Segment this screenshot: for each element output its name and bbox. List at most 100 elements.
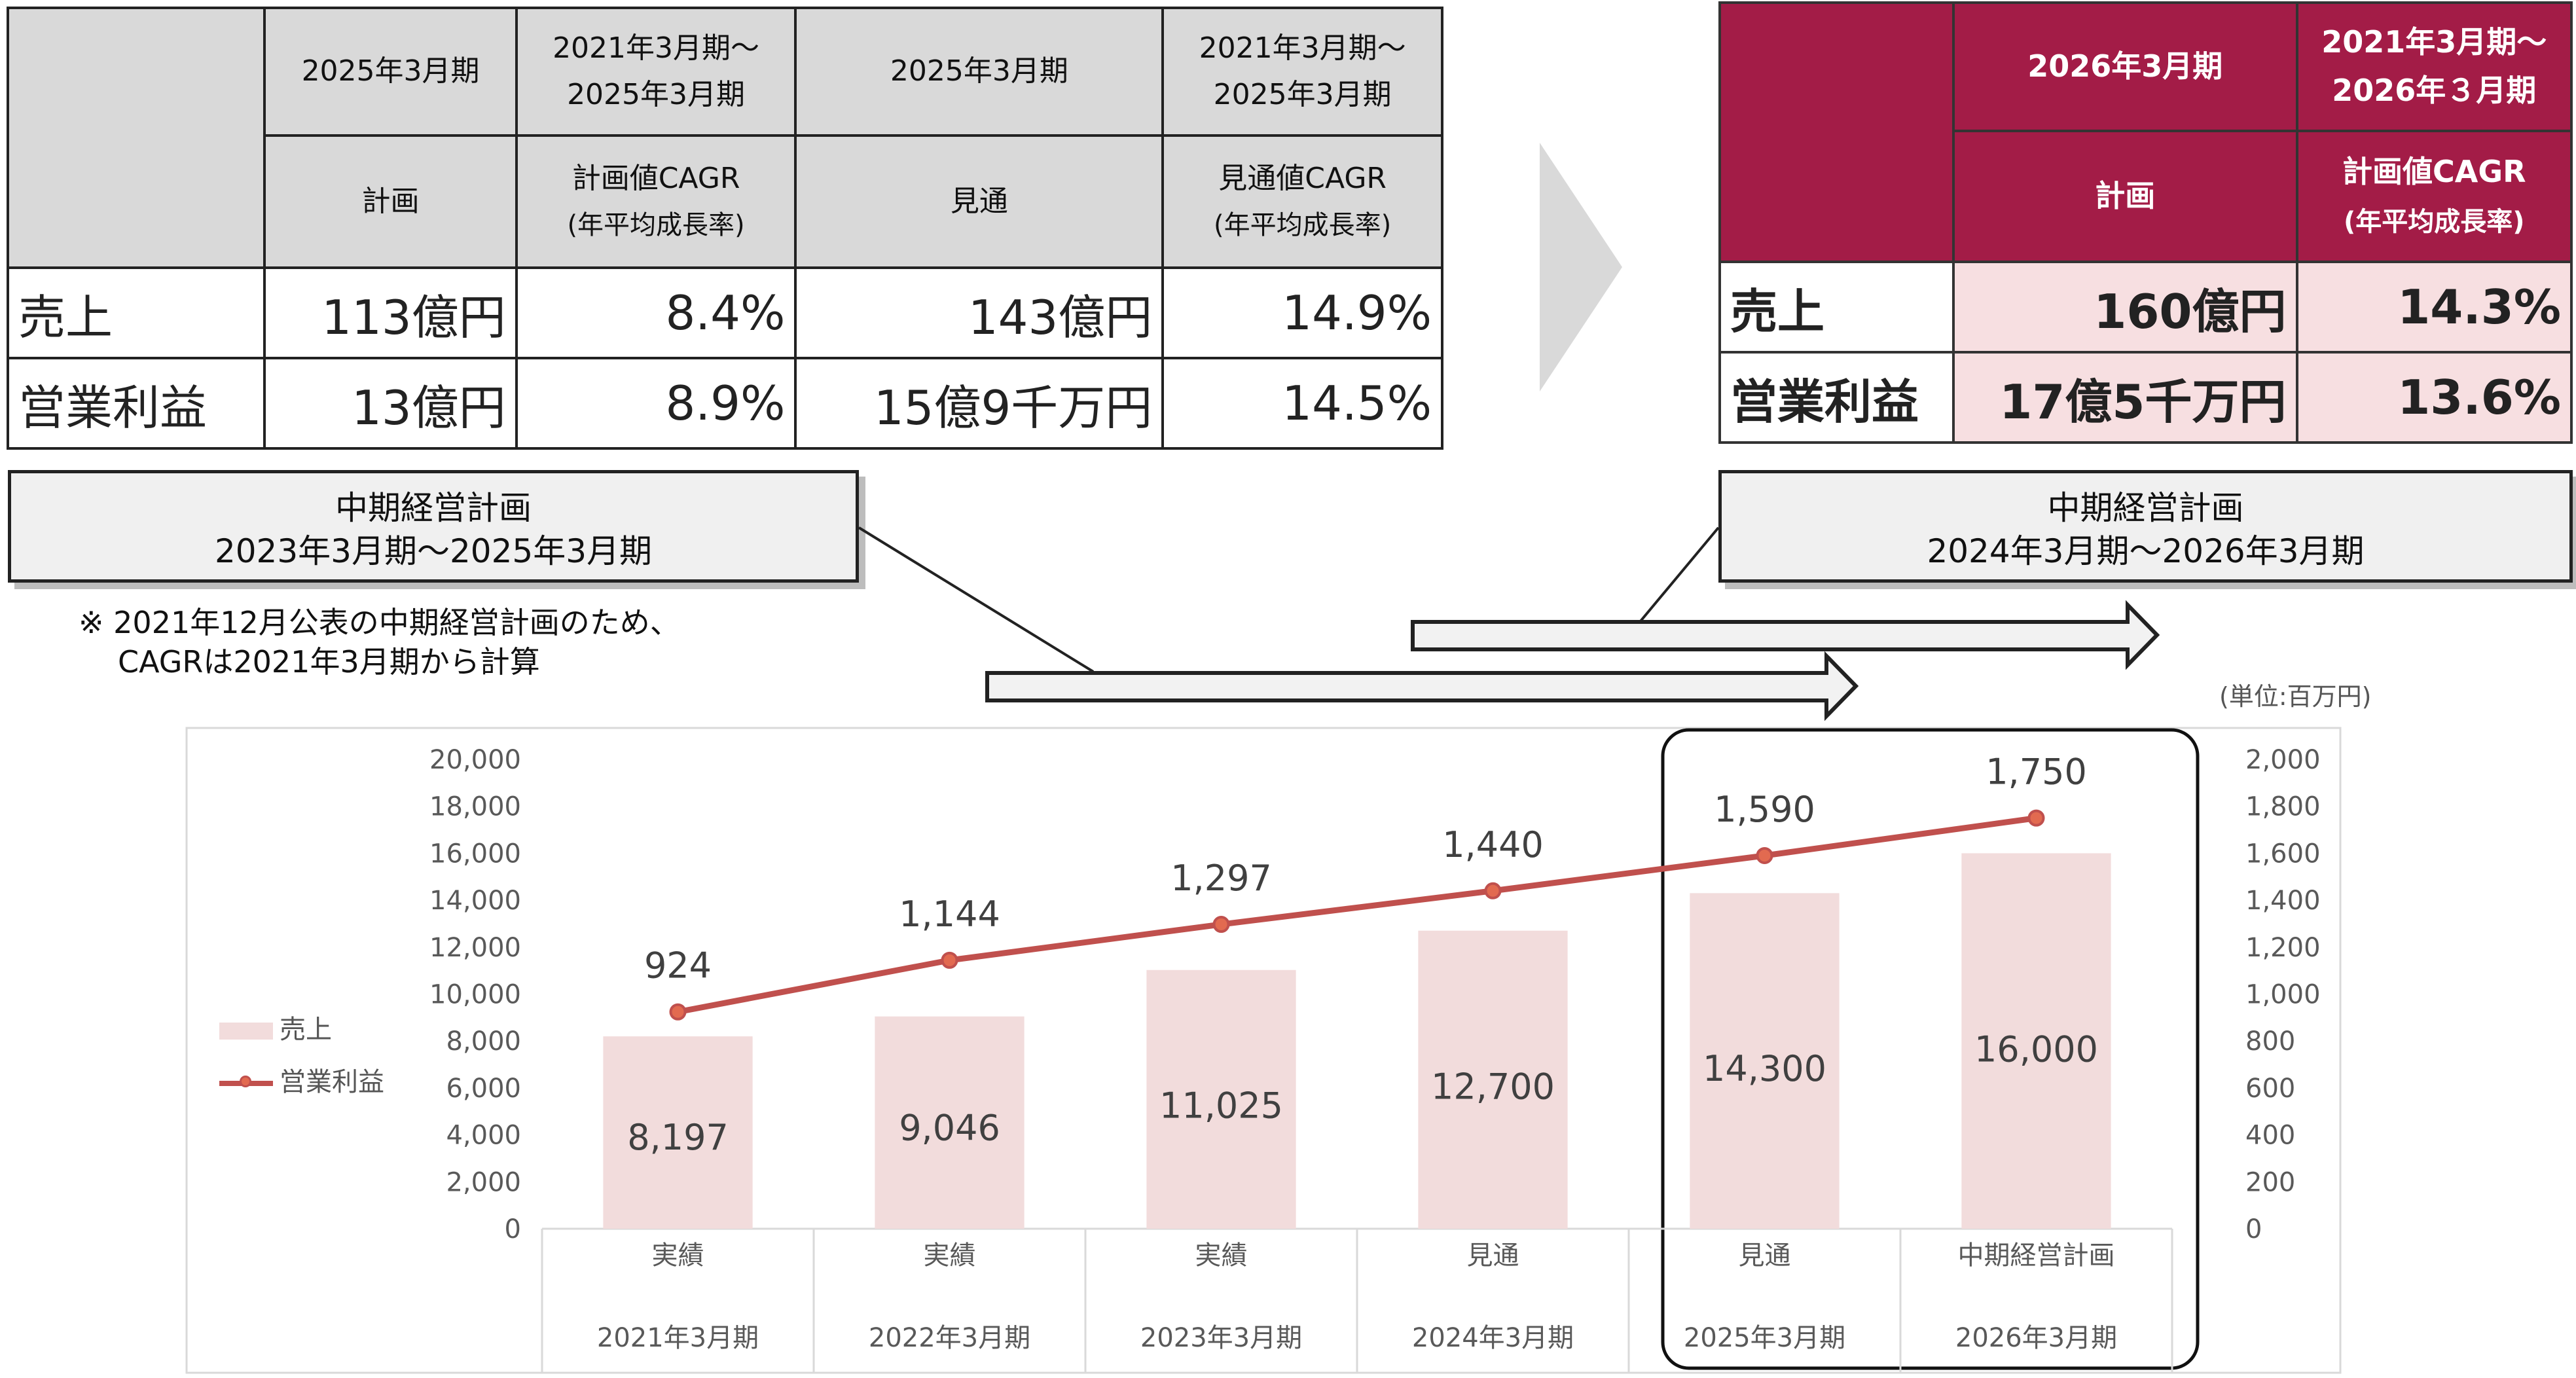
plan-box-title: 中期経営計画 bbox=[2047, 489, 2244, 527]
operating-profit-value-label: 1,590 bbox=[1714, 789, 1815, 830]
header-period: 2025年3月期 bbox=[794, 7, 1165, 137]
plan-cagr-value: 14.3% bbox=[2295, 261, 2573, 354]
table-row: 営業利益 17億5千万円 13.6% bbox=[1718, 351, 2573, 444]
legend-sales: 売上 bbox=[219, 1008, 332, 1046]
period-label: 2024年3月期 bbox=[1412, 1323, 1574, 1353]
operating-profit-marker bbox=[2027, 809, 2045, 827]
row-label: 営業利益 bbox=[6, 357, 266, 450]
operating-profit-value-label: 1,750 bbox=[1986, 752, 2087, 793]
y-left-tick-label: 8,000 bbox=[446, 1026, 521, 1057]
header-cagr-period: 2021年3月期～ 2025年3月期 bbox=[1161, 7, 1443, 137]
header-cagr-period: 2021年3月期～ 2025年3月期 bbox=[515, 7, 797, 137]
operating-profit-value-label: 924 bbox=[644, 945, 712, 987]
header-plan-cagr: 計画値CAGR (年平均成長率) bbox=[2295, 130, 2573, 263]
sales-value-label: 14,300 bbox=[1703, 1048, 1826, 1089]
right-plan-table: 2026年3月期 2021年3月期～ 2026年３月期 計画 計画値CAGR (年平… bbox=[1718, 1, 2573, 444]
y-right-tick-label: 600 bbox=[2245, 1074, 2295, 1104]
y-right-tick-label: 1,600 bbox=[2245, 839, 2321, 869]
y-left-tick-label: 2,000 bbox=[446, 1167, 521, 1197]
plan-cagr-value: 8.4% bbox=[515, 266, 797, 359]
sales-bar bbox=[1690, 893, 1840, 1229]
connector-line bbox=[1639, 526, 1720, 623]
operating-profit-marker bbox=[1756, 846, 1773, 864]
category-label: 見通 bbox=[1739, 1241, 1791, 1271]
operating-profit-marker bbox=[1484, 882, 1502, 899]
mid-term-plan-box-2025: 中期経営計画 2023年3月期～2025年3月期 bbox=[8, 470, 859, 583]
header-plan: 計画 bbox=[1951, 130, 2298, 263]
y-left-tick-label: 14,000 bbox=[429, 886, 521, 916]
period-label: 2025年3月期 bbox=[1684, 1323, 1845, 1353]
connector-line bbox=[858, 526, 1095, 673]
category-label: 実績 bbox=[924, 1241, 976, 1271]
row-label: 売上 bbox=[6, 266, 266, 359]
operating-profit-line bbox=[677, 815, 2037, 1015]
category-label: 実績 bbox=[652, 1241, 704, 1271]
y-left-tick-label: 18,000 bbox=[429, 792, 521, 822]
plan-value: 17億5千万円 bbox=[1951, 351, 2298, 444]
forecast-value: 15億9千万円 bbox=[794, 357, 1165, 450]
sales-value-label: 9,046 bbox=[899, 1107, 1000, 1148]
y-right-tick-label: 1,400 bbox=[2245, 886, 2321, 916]
y-right-tick-label: 800 bbox=[2245, 1026, 2295, 1057]
y-right-tick-label: 1,800 bbox=[2245, 792, 2321, 822]
header-plan-cagr: 計画値CAGR (年平均成長率) bbox=[515, 134, 797, 269]
y-left-tick-label: 16,000 bbox=[429, 839, 521, 869]
header-period: 2026年3月期 bbox=[1951, 1, 2298, 132]
sales-value-label: 11,025 bbox=[1159, 1085, 1283, 1126]
chart-frame bbox=[185, 727, 2342, 1374]
y-left-tick-label: 20,000 bbox=[429, 745, 521, 775]
header-plan: 計画 bbox=[263, 134, 518, 269]
y-right-tick-label: 1,000 bbox=[2245, 980, 2321, 1010]
unit-label: (単位:百万円) bbox=[2219, 682, 2372, 711]
header-forecast-cagr: 見通値CAGR (年平均成長率) bbox=[1161, 134, 1443, 269]
plan-box-period: 2024年3月期～2026年3月期 bbox=[1927, 532, 2365, 570]
plan-cagr-value: 13.6% bbox=[2295, 351, 2573, 444]
operating-profit-marker bbox=[669, 1003, 687, 1021]
period-label: 2021年3月期 bbox=[597, 1323, 759, 1353]
period-label: 2026年3月期 bbox=[1955, 1323, 2117, 1353]
plan-value: 13億円 bbox=[263, 357, 518, 450]
legend-operating-profit: 営業利益 bbox=[219, 1061, 384, 1098]
period-label: 2022年3月期 bbox=[869, 1323, 1030, 1353]
y-left-tick-label: 4,000 bbox=[446, 1121, 521, 1151]
arrow-right-icon bbox=[1411, 600, 2160, 670]
left-plan-table: 2025年3月期 2021年3月期～ 2025年3月期 2025年3月期 2021… bbox=[6, 7, 1443, 450]
empty-corner-cell bbox=[6, 7, 266, 269]
y-left-tick-label: 0 bbox=[505, 1214, 521, 1244]
y-right-tick-label: 1,200 bbox=[2245, 933, 2321, 963]
sales-value-label: 8,197 bbox=[627, 1117, 729, 1158]
sales-bar bbox=[603, 1036, 753, 1229]
table-row: 営業利益 13億円 8.9% 15億9千万円 14.5% bbox=[6, 357, 1443, 450]
sales-value-label: 16,000 bbox=[1974, 1029, 2098, 1070]
y-left-tick-label: 6,000 bbox=[446, 1074, 521, 1104]
sales-value-label: 12,700 bbox=[1431, 1066, 1555, 1107]
forecast-cagr-value: 14.5% bbox=[1161, 357, 1443, 450]
y-right-tick-label: 400 bbox=[2245, 1121, 2295, 1151]
row-label: 売上 bbox=[1718, 261, 1955, 354]
mid-term-plan-box-2026: 中期経営計画 2024年3月期～2026年3月期 bbox=[1718, 470, 2573, 583]
arrow-right-icon bbox=[985, 651, 1859, 721]
y-right-tick-label: 2,000 bbox=[2245, 745, 2321, 775]
chevron-right-icon bbox=[1540, 143, 1622, 391]
table-row: 売上 160億円 14.3% bbox=[1718, 261, 2573, 354]
period-label: 2023年3月期 bbox=[1140, 1323, 1302, 1353]
sales-bar bbox=[1146, 970, 1296, 1229]
sales-bar bbox=[875, 1016, 1025, 1229]
forecast-highlight-box bbox=[1661, 728, 2200, 1370]
plan-box-period: 2023年3月期～2025年3月期 bbox=[214, 532, 653, 570]
empty-corner-cell bbox=[1718, 1, 1955, 263]
category-label: 実績 bbox=[1195, 1241, 1248, 1271]
legend-line-swatch bbox=[219, 1076, 273, 1087]
sales-bar bbox=[1961, 853, 2111, 1229]
footnote: ※ 2021年12月公表の中期経営計画のため、 CAGRは2021年3月期から計… bbox=[79, 605, 680, 680]
plan-value: 113億円 bbox=[263, 266, 518, 359]
operating-profit-value-label: 1,144 bbox=[899, 894, 1000, 935]
plan-value: 160億円 bbox=[1951, 261, 2298, 354]
plan-cagr-value: 8.9% bbox=[515, 357, 797, 450]
category-label: 中期経営計画 bbox=[1958, 1241, 2115, 1271]
sales-bar bbox=[1418, 930, 1568, 1229]
operating-profit-marker bbox=[1212, 916, 1230, 934]
row-label: 営業利益 bbox=[1718, 351, 1955, 444]
legend-bar-swatch bbox=[219, 1023, 273, 1040]
